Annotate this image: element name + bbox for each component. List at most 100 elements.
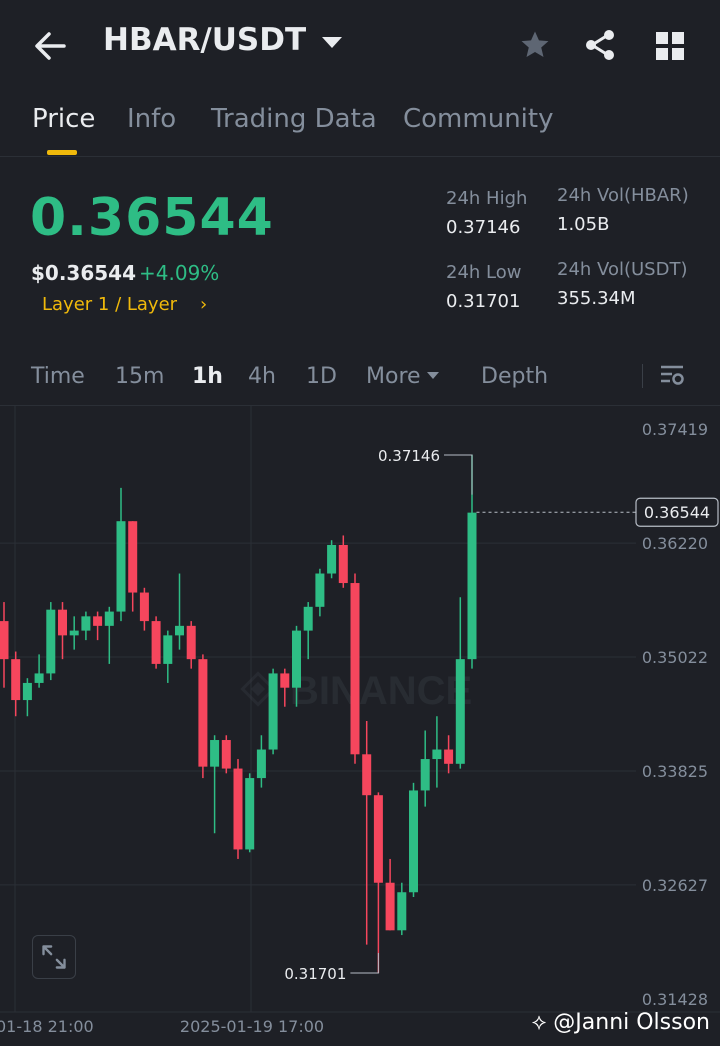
star-icon[interactable]: [518, 28, 552, 62]
candle: [210, 735, 220, 834]
price-usd: $0.36544: [31, 261, 137, 285]
more-caret-icon[interactable]: [427, 372, 439, 379]
candle: [163, 630, 173, 683]
credit-watermark: ⟡ @Janni Olsson: [532, 1010, 710, 1035]
candle-body: [22, 682, 32, 701]
candle-body: [116, 521, 126, 612]
y-tick-label: 0.32627: [642, 876, 708, 895]
candle-body: [69, 630, 79, 636]
candle: [444, 735, 454, 774]
candle: [0, 602, 9, 688]
depth-toggle[interactable]: Depth: [481, 364, 549, 389]
candle-body: [0, 621, 9, 660]
timeframe-time[interactable]: Time: [31, 364, 85, 389]
candle-body: [409, 790, 418, 893]
candle: [420, 730, 430, 807]
candle-body: [210, 740, 220, 767]
chart-top-border: [0, 405, 720, 406]
candle: [116, 487, 126, 622]
stat-high-label: 24h High: [446, 188, 528, 209]
candles: [0, 454, 477, 974]
tab-community[interactable]: Community: [403, 104, 554, 134]
high-marker-line: [444, 454, 473, 495]
candle: [256, 735, 266, 788]
candle-body: [46, 609, 56, 674]
candle-body: [139, 592, 149, 622]
candle: [385, 858, 395, 931]
pair-title[interactable]: HBAR/USDT: [103, 22, 307, 58]
candle: [292, 625, 301, 707]
x-tick-label: 01-18 21:00: [0, 1017, 94, 1036]
chevron-right-icon[interactable]: ›: [200, 294, 208, 315]
candle: [303, 602, 313, 660]
candle-body: [373, 795, 383, 883]
x-tick-label: 2025-01-19 17:00: [180, 1017, 324, 1036]
timeframe-more[interactable]: More: [366, 364, 421, 389]
candle-body: [11, 659, 21, 701]
last-price: 0.36544: [30, 188, 274, 248]
tab-price[interactable]: Price: [32, 104, 96, 134]
candle-body: [397, 892, 407, 931]
candle-body: [163, 635, 173, 664]
candle-body: [432, 749, 442, 760]
back-arrow-icon[interactable]: [28, 24, 72, 68]
binance-logo-icon: [240, 671, 276, 707]
candle-body: [93, 616, 103, 626]
candle: [233, 759, 243, 859]
share-icon[interactable]: [582, 27, 618, 63]
stat-vol-base-value: 1.05B: [557, 214, 610, 235]
candle: [327, 540, 337, 579]
candle-body: [256, 749, 266, 779]
candlestick-chart[interactable]: BINANCE 0.37419 0.36220 0.35022 0.33825 0.32…: [0, 406, 720, 1046]
timeframe-4h[interactable]: 4h: [248, 364, 276, 389]
axis-labels: 0.37419 0.36220 0.35022 0.33825 0.32627 0.314…: [0, 420, 708, 1036]
current-price-label: 0.36544: [644, 503, 710, 522]
candle-body: [467, 512, 477, 660]
candle-body: [420, 759, 430, 791]
tab-info[interactable]: Info: [127, 104, 177, 134]
candle-body: [233, 768, 243, 850]
chart-watermark: BINANCE: [240, 669, 472, 713]
candle: [81, 611, 91, 641]
candle: [93, 611, 103, 641]
candle-body: [385, 882, 395, 931]
low-marker-label: 0.31701: [284, 965, 346, 983]
stat-vol-quote-value: 355.34M: [557, 288, 636, 309]
stat-vol-quote-label: 24h Vol(USDT): [557, 259, 688, 280]
y-tick-label: 0.31428: [642, 990, 708, 1009]
candle-body: [444, 749, 454, 764]
stat-low-value: 0.31701: [446, 291, 521, 312]
watermark-text: BINANCE: [290, 669, 472, 713]
candle: [69, 616, 79, 650]
candle: [338, 535, 348, 588]
candle: [128, 521, 138, 612]
candle: [139, 587, 149, 631]
stat-high-value: 0.37146: [446, 217, 521, 238]
candle-body: [292, 630, 301, 688]
candle: [186, 621, 196, 669]
chart-settings-icon[interactable]: [658, 362, 686, 390]
credit-text: @Janni Olsson: [553, 1010, 710, 1035]
stat-vol-base-label: 24h Vol(HBAR): [557, 185, 689, 206]
candle: [362, 720, 372, 945]
category-tag-link[interactable]: Layer 1 / Layer: [42, 294, 178, 315]
candle-body: [186, 625, 196, 660]
timeframe-1h[interactable]: 1h: [192, 364, 223, 389]
timeframe-1d[interactable]: 1D: [306, 364, 337, 389]
candle-body: [338, 544, 348, 584]
candle-body: [34, 673, 44, 683]
tab-trading-data[interactable]: Trading Data: [211, 104, 377, 134]
grid-icon[interactable]: [653, 29, 687, 63]
expand-icon[interactable]: [32, 935, 76, 979]
candle-body: [198, 659, 208, 767]
candle: [350, 573, 360, 764]
candle-body: [362, 754, 372, 796]
dropdown-caret-icon[interactable]: [322, 37, 342, 48]
candle-body: [280, 673, 290, 688]
candle: [315, 568, 325, 617]
candle-body: [245, 778, 255, 850]
timeframe-15m[interactable]: 15m: [115, 364, 165, 389]
candle-body: [151, 621, 161, 664]
high-marker-label: 0.37146: [378, 447, 440, 465]
tab-divider: [0, 156, 720, 157]
